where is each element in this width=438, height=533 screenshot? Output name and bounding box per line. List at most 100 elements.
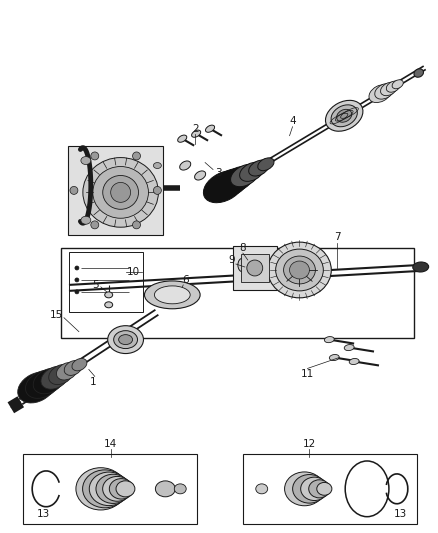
Ellipse shape (349, 359, 359, 365)
Ellipse shape (337, 109, 352, 122)
Ellipse shape (375, 83, 394, 99)
Ellipse shape (414, 69, 424, 77)
Ellipse shape (178, 135, 187, 142)
Ellipse shape (81, 157, 91, 165)
Ellipse shape (155, 286, 190, 304)
Text: 14: 14 (104, 439, 117, 449)
Ellipse shape (57, 362, 78, 380)
Text: 13: 13 (394, 508, 407, 519)
Circle shape (75, 278, 79, 282)
Ellipse shape (413, 262, 429, 272)
Ellipse shape (276, 249, 323, 291)
Circle shape (247, 260, 263, 276)
Ellipse shape (381, 82, 397, 95)
Text: 8: 8 (240, 243, 246, 253)
Ellipse shape (102, 477, 132, 501)
Ellipse shape (64, 360, 82, 375)
Ellipse shape (258, 158, 274, 171)
Ellipse shape (283, 256, 315, 284)
Ellipse shape (81, 216, 91, 224)
Circle shape (75, 290, 79, 294)
Ellipse shape (329, 354, 339, 360)
Ellipse shape (240, 162, 264, 181)
Ellipse shape (18, 372, 55, 403)
Text: 1: 1 (89, 377, 96, 387)
Text: 11: 11 (301, 369, 314, 379)
Text: 5: 5 (92, 280, 99, 290)
Ellipse shape (194, 171, 206, 180)
Ellipse shape (83, 470, 127, 508)
Circle shape (133, 152, 141, 160)
Ellipse shape (180, 161, 191, 170)
Ellipse shape (83, 158, 159, 227)
Ellipse shape (25, 370, 60, 398)
Ellipse shape (212, 168, 249, 197)
Bar (243, 454, 417, 523)
Text: 13: 13 (36, 508, 50, 519)
Ellipse shape (203, 171, 244, 203)
Text: 4: 4 (289, 116, 296, 126)
Bar (61, 248, 414, 337)
Ellipse shape (290, 261, 309, 279)
Circle shape (75, 266, 79, 270)
Ellipse shape (110, 479, 133, 499)
Ellipse shape (41, 366, 69, 389)
Ellipse shape (108, 326, 144, 353)
Ellipse shape (111, 182, 131, 203)
Ellipse shape (145, 281, 200, 309)
Bar (241, 254, 268, 282)
Ellipse shape (72, 359, 87, 371)
Text: 12: 12 (303, 439, 316, 449)
Ellipse shape (331, 105, 357, 127)
Ellipse shape (174, 484, 186, 494)
Ellipse shape (209, 181, 221, 190)
Ellipse shape (317, 482, 332, 495)
Text: 15: 15 (49, 310, 63, 320)
Ellipse shape (325, 100, 363, 131)
Ellipse shape (293, 474, 326, 503)
Ellipse shape (33, 368, 64, 394)
Circle shape (91, 221, 99, 229)
Ellipse shape (76, 467, 126, 510)
Ellipse shape (155, 481, 175, 497)
Ellipse shape (249, 160, 269, 176)
Ellipse shape (238, 258, 248, 272)
Bar (23, 454, 197, 523)
Circle shape (133, 221, 141, 229)
Text: 2: 2 (192, 124, 198, 134)
Ellipse shape (230, 164, 259, 187)
Ellipse shape (285, 472, 324, 506)
Circle shape (91, 152, 99, 160)
Text: 10: 10 (127, 267, 140, 277)
Text: 9: 9 (229, 255, 235, 265)
Ellipse shape (119, 335, 133, 345)
Text: 3: 3 (215, 168, 221, 179)
Ellipse shape (105, 292, 113, 298)
Ellipse shape (256, 484, 268, 494)
Ellipse shape (103, 175, 138, 209)
Ellipse shape (191, 130, 201, 138)
Ellipse shape (93, 166, 148, 218)
Ellipse shape (114, 330, 138, 349)
Text: 7: 7 (334, 232, 341, 242)
Bar (233, 246, 277, 290)
Ellipse shape (222, 166, 254, 192)
Ellipse shape (386, 81, 400, 92)
Bar (68, 146, 163, 235)
Ellipse shape (116, 481, 135, 497)
Ellipse shape (344, 344, 354, 351)
Ellipse shape (205, 125, 215, 132)
Ellipse shape (105, 302, 113, 308)
Ellipse shape (309, 480, 330, 498)
Ellipse shape (96, 474, 130, 504)
Ellipse shape (153, 163, 161, 168)
Ellipse shape (268, 242, 331, 298)
Circle shape (70, 187, 78, 195)
Ellipse shape (300, 477, 328, 500)
Ellipse shape (49, 364, 73, 385)
Bar (69, 252, 144, 312)
Ellipse shape (392, 80, 403, 89)
Text: 6: 6 (182, 275, 188, 285)
Ellipse shape (325, 336, 334, 343)
Ellipse shape (89, 472, 129, 506)
